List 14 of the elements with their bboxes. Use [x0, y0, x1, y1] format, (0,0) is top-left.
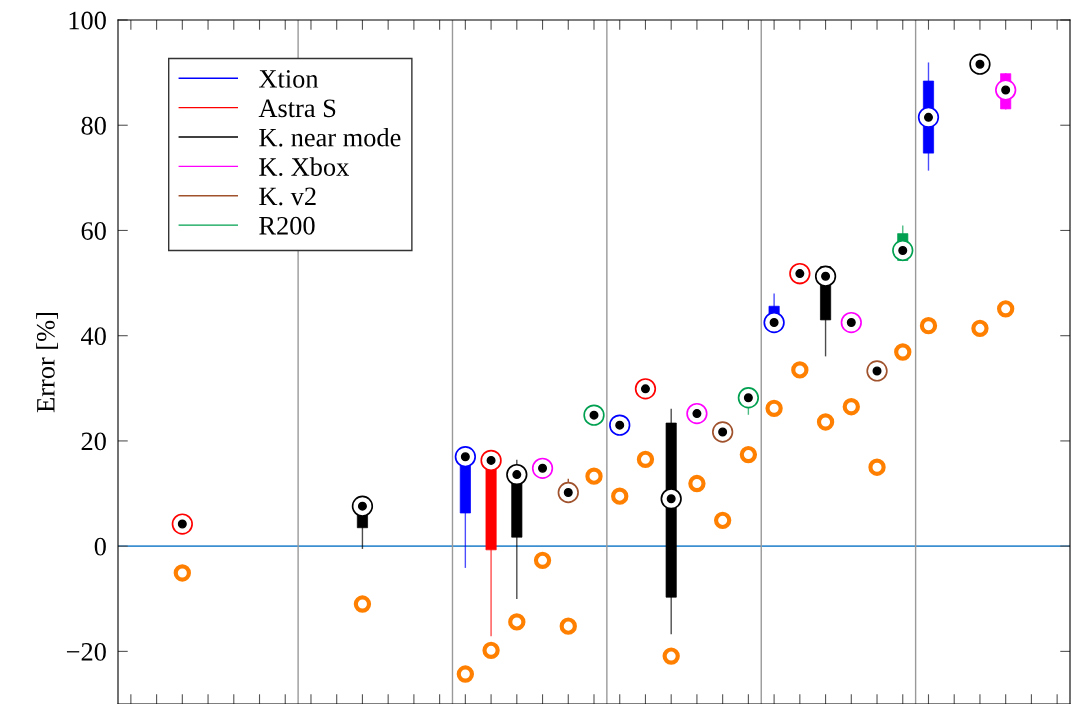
legend-label: K. v2 — [259, 187, 316, 206]
legend-label: R200 — [259, 216, 315, 235]
legend-label: K. Xbox — [259, 157, 349, 177]
y-axis-title: Error [%] — [36, 313, 58, 413]
y-tick-label: 100 — [69, 11, 106, 30]
legend-label: Xtion — [259, 70, 319, 88]
y-tick-label: 60 — [81, 222, 106, 240]
y-tick-label: 40 — [81, 327, 106, 346]
y-tick-label: 80 — [81, 116, 106, 135]
legend-label: K. near mode — [259, 127, 401, 147]
legend-label: Astra S — [258, 99, 336, 118]
y-tick-label: −20 — [66, 642, 106, 661]
y-tick-label: 20 — [81, 432, 106, 451]
y-tick-label: 0 — [94, 537, 106, 556]
